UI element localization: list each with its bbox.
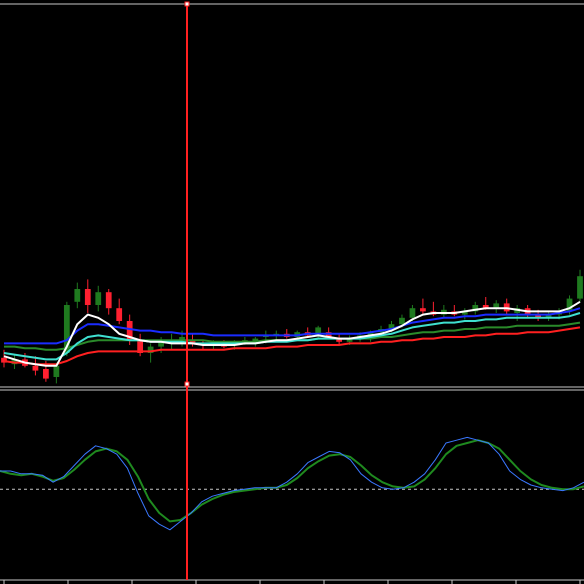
- candle-body: [105, 292, 112, 309]
- candle-body: [147, 346, 154, 353]
- candle-body: [74, 289, 81, 302]
- candle-body: [420, 308, 426, 312]
- price-panel[interactable]: [0, 3, 584, 388]
- candle-bull[interactable]: [577, 269, 583, 302]
- candle-bear[interactable]: [283, 329, 290, 339]
- candle-body: [545, 314, 552, 318]
- oscillator-panel[interactable]: [0, 389, 584, 584]
- candle-bear[interactable]: [420, 298, 426, 315]
- candle-body: [535, 314, 541, 318]
- cursor-drag-handle[interactable]: [184, 1, 190, 7]
- candle-body: [409, 308, 416, 318]
- candle-body: [472, 305, 479, 312]
- moving-average-line-red[interactable]: [3, 326, 581, 366]
- candle-body: [32, 365, 39, 371]
- moving-average-line-blue[interactable]: [4, 307, 581, 345]
- candle-body: [84, 289, 91, 305]
- candle-body: [346, 338, 353, 342]
- candle-body: [461, 311, 468, 315]
- candle-body: [493, 303, 500, 309]
- candle-body: [43, 369, 49, 379]
- moving-average-line-white[interactable]: [3, 300, 581, 367]
- candle-body: [577, 276, 583, 299]
- candle-bull[interactable]: [315, 325, 322, 339]
- candle-bull[interactable]: [461, 308, 468, 320]
- candle-body: [315, 327, 322, 336]
- candle-body: [482, 305, 489, 309]
- candle-bull[interactable]: [472, 301, 479, 315]
- candle-body: [137, 340, 144, 353]
- moving-average-line-cyan[interactable]: [3, 312, 581, 361]
- candle-body: [53, 365, 60, 377]
- candle-body: [566, 298, 573, 312]
- candle-bear[interactable]: [304, 327, 311, 337]
- candle-bear[interactable]: [451, 305, 458, 317]
- candle-bear[interactable]: [137, 333, 144, 357]
- candle-body: [158, 341, 164, 347]
- candle-body: [336, 338, 343, 342]
- candle-bull[interactable]: [545, 311, 552, 321]
- candle-bull[interactable]: [74, 282, 81, 309]
- candle-body: [95, 292, 102, 305]
- candle-bear[interactable]: [32, 356, 39, 376]
- candle-bear[interactable]: [105, 289, 112, 315]
- candle-body: [1, 357, 7, 363]
- candle-bear[interactable]: [116, 298, 123, 325]
- candle-bull[interactable]: [95, 285, 102, 312]
- cursor-drag-handle[interactable]: [184, 381, 190, 387]
- oscillator-main-line[interactable]: [0, 436, 584, 531]
- candle-body: [116, 308, 123, 321]
- candle-bear[interactable]: [1, 349, 7, 368]
- candle-bear[interactable]: [503, 298, 510, 315]
- candle-body: [126, 321, 133, 341]
- candle-body: [189, 340, 196, 344]
- candle-bull[interactable]: [440, 305, 447, 318]
- candle-body: [388, 324, 395, 329]
- candle-bull[interactable]: [147, 343, 154, 363]
- candle-bear[interactable]: [84, 279, 91, 313]
- candle-body: [179, 337, 185, 341]
- candle-body: [399, 317, 405, 325]
- candle-bull[interactable]: [493, 300, 500, 313]
- candle-body: [63, 305, 70, 353]
- crosshair-overlay: [184, 1, 190, 580]
